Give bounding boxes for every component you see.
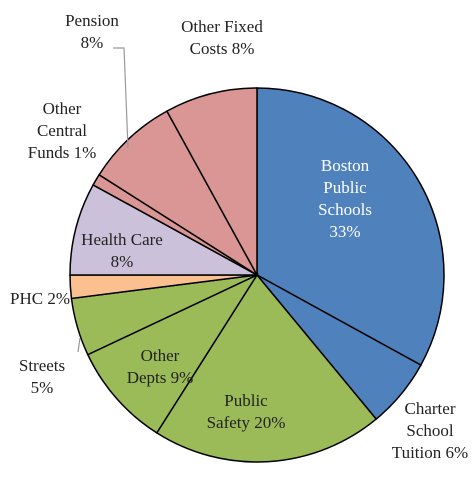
slice-label: Streets 5% [7, 355, 77, 399]
slice [165, 87, 258, 276]
category-label: Other Central Funds [27, 99, 88, 162]
slice-label: Other Fixed Costs 8% [181, 16, 263, 60]
value-label: 8% [80, 33, 104, 52]
slice-label: Other Central Funds 1% [22, 98, 102, 164]
category-label: Pension [65, 11, 119, 30]
category-label: Health Care [81, 230, 163, 249]
category-label: Public Safety [206, 391, 268, 432]
value-label: 2% [47, 289, 70, 308]
slice [69, 183, 258, 276]
slice-label: Charter School Tuition 6% [390, 398, 470, 464]
slice [256, 87, 445, 367]
category-label: Streets [18, 356, 66, 375]
category-label: Other Depts [126, 346, 180, 387]
leader-line [77, 337, 81, 353]
value-label: 8% [231, 39, 255, 58]
value-label: 9% [170, 368, 194, 387]
value-label: 6% [445, 443, 469, 462]
slice-label: Other Depts 9% [125, 345, 195, 389]
slice [86, 273, 260, 434]
pie [69, 87, 445, 463]
value-label: 8% [110, 252, 134, 271]
category-label: Other Fixed Costs [181, 17, 263, 58]
slice-label: Health Care 8% [77, 229, 167, 273]
category-label: PHC [10, 289, 44, 308]
slice [98, 110, 258, 276]
slice-label: Pension 8% [57, 10, 127, 54]
value-label: 20% [254, 413, 286, 432]
leader-line [113, 47, 129, 149]
slice-label: PHC 2% [10, 288, 70, 310]
slice-label: Public Safety 20% [206, 390, 286, 434]
value-label: 1% [73, 143, 97, 162]
category-label: Boston Public Schools [318, 156, 372, 219]
category-label: Charter School Tuition [391, 399, 456, 462]
slice-label: Boston Public Schools 33% [305, 155, 385, 243]
value-label: 33% [329, 222, 361, 241]
slice [155, 273, 378, 463]
value-label: 5% [30, 378, 54, 397]
